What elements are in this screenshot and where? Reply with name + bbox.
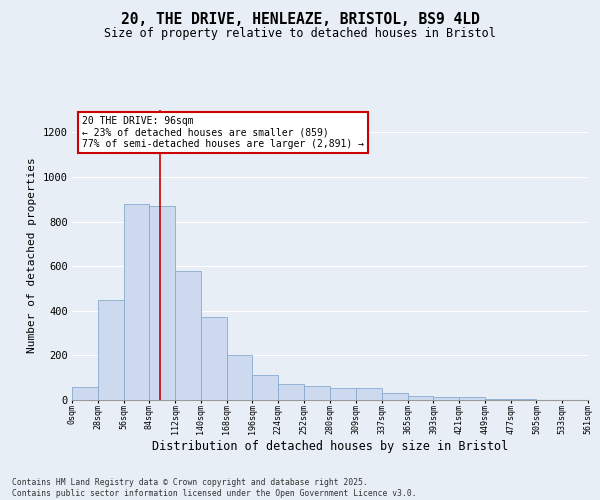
- Bar: [485, 399, 511, 400]
- Bar: [124, 204, 149, 400]
- Bar: [278, 384, 304, 400]
- Bar: [408, 396, 433, 400]
- Text: 20 THE DRIVE: 96sqm
← 23% of detached houses are smaller (859)
77% of semi-detac: 20 THE DRIVE: 96sqm ← 23% of detached ho…: [82, 116, 364, 149]
- Bar: [72, 386, 98, 400]
- Bar: [175, 270, 201, 400]
- Bar: [433, 396, 459, 400]
- Bar: [304, 386, 329, 400]
- Bar: [511, 399, 536, 400]
- Bar: [329, 388, 356, 400]
- Y-axis label: Number of detached properties: Number of detached properties: [27, 157, 37, 353]
- Text: 20, THE DRIVE, HENLEAZE, BRISTOL, BS9 4LD: 20, THE DRIVE, HENLEAZE, BRISTOL, BS9 4L…: [121, 12, 479, 28]
- Bar: [356, 388, 382, 400]
- Bar: [459, 396, 485, 400]
- Bar: [252, 376, 278, 400]
- Bar: [98, 300, 124, 400]
- Bar: [227, 356, 252, 400]
- Text: Contains HM Land Registry data © Crown copyright and database right 2025.
Contai: Contains HM Land Registry data © Crown c…: [12, 478, 416, 498]
- Bar: [201, 318, 227, 400]
- Bar: [382, 394, 408, 400]
- X-axis label: Distribution of detached houses by size in Bristol: Distribution of detached houses by size …: [152, 440, 508, 452]
- Bar: [149, 206, 175, 400]
- Text: Size of property relative to detached houses in Bristol: Size of property relative to detached ho…: [104, 28, 496, 40]
